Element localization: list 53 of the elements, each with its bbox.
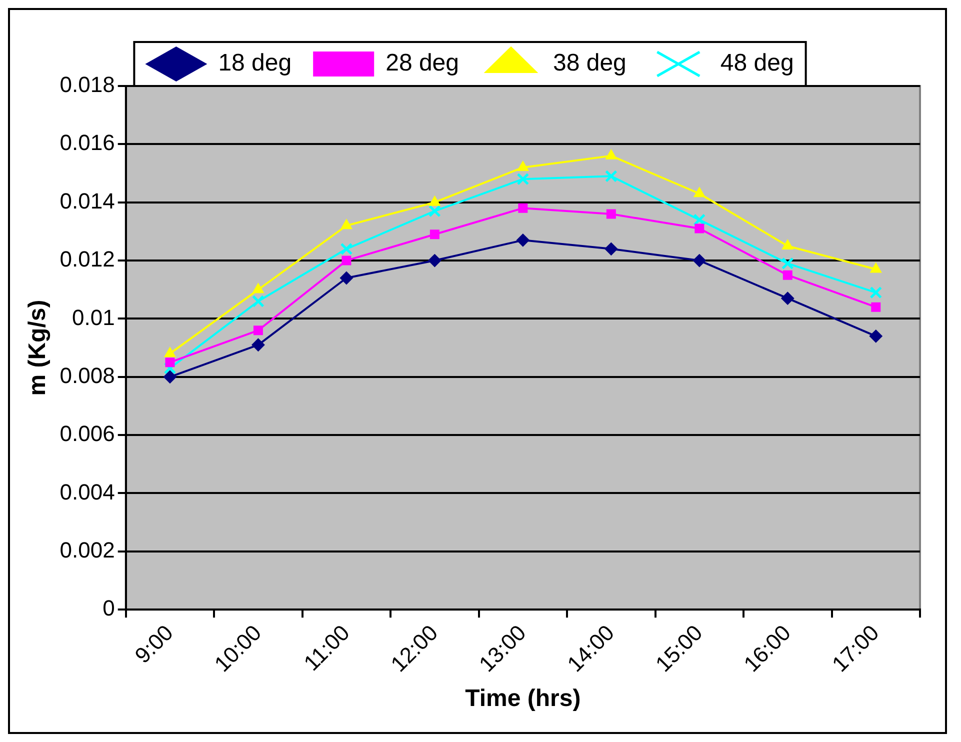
point — [692, 254, 706, 268]
y-tick-label: 0.018 — [60, 72, 115, 98]
y-tick-label: 0.006 — [60, 421, 115, 446]
y-tick-label: 0.014 — [60, 188, 115, 214]
x-axis-title: Time (hrs) — [465, 685, 581, 712]
point — [517, 160, 529, 171]
y-axis-title: m (Kg/s) — [24, 300, 52, 396]
point — [871, 302, 881, 312]
x-tick-label: 9:00 — [130, 620, 178, 668]
point — [165, 358, 175, 368]
point — [870, 286, 882, 299]
point — [693, 214, 706, 226]
point — [606, 209, 616, 219]
point — [428, 196, 440, 206]
point — [340, 271, 353, 284]
point — [516, 234, 530, 247]
point — [253, 326, 263, 336]
point — [252, 338, 265, 352]
y-tick-label: 0.012 — [60, 246, 115, 272]
point — [604, 170, 618, 182]
point — [694, 187, 706, 198]
point — [870, 262, 882, 273]
point — [428, 204, 441, 218]
point — [164, 362, 176, 374]
point — [252, 295, 264, 308]
y-tick-label: 0.016 — [60, 130, 115, 156]
y-tick-label: 0.002 — [60, 537, 115, 562]
point — [430, 230, 440, 240]
point — [516, 172, 530, 186]
point — [252, 283, 264, 294]
point — [163, 370, 176, 384]
point — [869, 330, 882, 343]
point — [781, 292, 794, 305]
y-tick-label: 0.004 — [60, 479, 115, 504]
point — [340, 242, 353, 256]
point — [342, 256, 352, 266]
y-tick-label: 0.008 — [60, 362, 115, 388]
point — [781, 257, 794, 270]
legend-label: 48 deg — [720, 50, 794, 77]
legend-label: 28 deg — [386, 50, 459, 77]
legend-label: 38 deg — [553, 50, 626, 77]
point — [782, 239, 794, 250]
point — [164, 347, 176, 358]
point — [428, 254, 442, 268]
y-tick-label: 0 — [102, 596, 115, 621]
y-tick-label: 0.01 — [72, 304, 115, 330]
point — [340, 219, 352, 230]
legend-label: 18 deg — [218, 50, 292, 77]
point — [694, 224, 704, 234]
point — [605, 149, 617, 160]
point — [604, 242, 618, 256]
point — [518, 203, 528, 213]
point — [782, 270, 792, 280]
